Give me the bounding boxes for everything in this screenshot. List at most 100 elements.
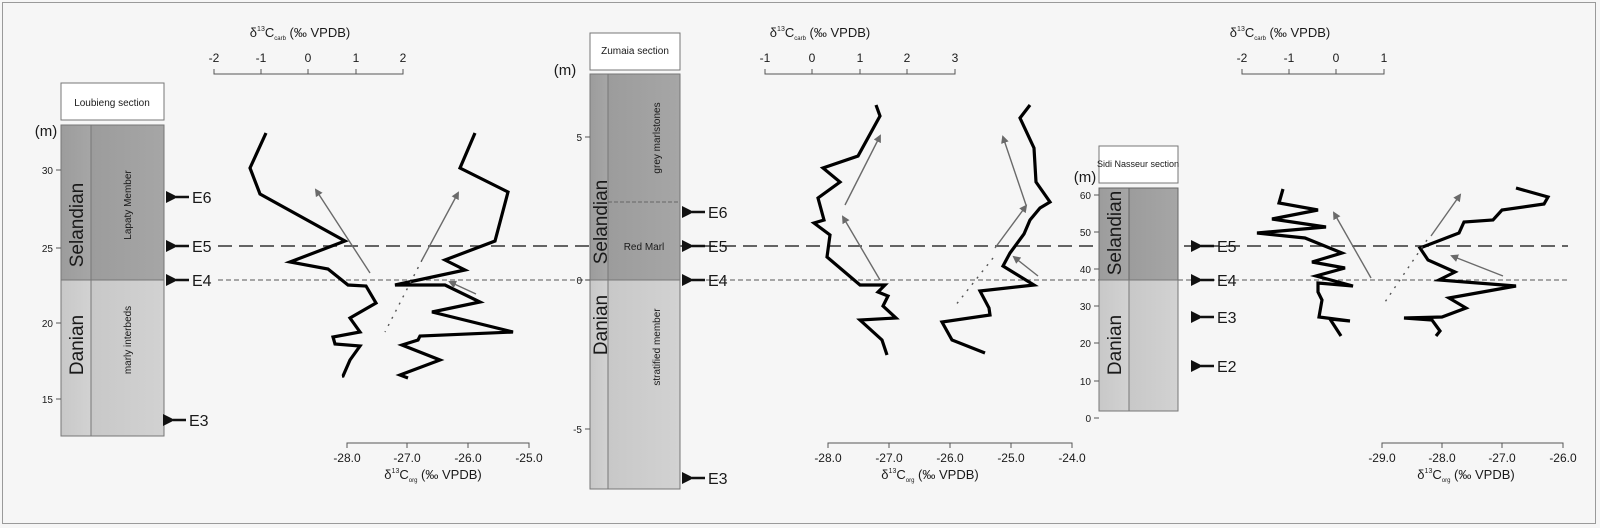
svg-text:-2: -2 [209, 51, 220, 65]
svg-text:3: 3 [952, 51, 959, 65]
svg-text:-25.0: -25.0 [997, 451, 1025, 465]
svg-text:60: 60 [1080, 191, 1092, 202]
svg-text:2: 2 [904, 51, 911, 65]
stage-danian: Danian [67, 315, 88, 375]
loubieng-carb-curve [248, 132, 379, 378]
zumaia-panel: Zumaia section (m) Selandian Danian grey… [554, 25, 1086, 490]
svg-text:E5: E5 [192, 239, 212, 256]
svg-text:-5: -5 [573, 425, 582, 436]
svg-text:1: 1 [857, 51, 864, 65]
svg-text:0: 0 [809, 51, 816, 65]
svg-text:-25.0: -25.0 [515, 451, 543, 465]
trend-arrows [1333, 193, 1504, 303]
event-lines [218, 245, 1568, 281]
member-grey-marlstones: grey marlstones [652, 102, 663, 173]
svg-text:2: 2 [400, 51, 407, 65]
member-stratified: stratified member [652, 308, 663, 386]
section-title: Loubieng section [74, 98, 150, 109]
svg-text:E3: E3 [1217, 310, 1237, 327]
svg-text:E5: E5 [708, 239, 728, 256]
svg-text:-24.0: -24.0 [1058, 451, 1086, 465]
svg-text:-26.0: -26.0 [454, 451, 482, 465]
svg-text:0: 0 [1085, 414, 1091, 425]
svg-text:E3: E3 [708, 471, 728, 488]
stage-selandian: Selandian [67, 183, 88, 268]
svg-text:0: 0 [305, 51, 312, 65]
svg-text:-26.0: -26.0 [1549, 451, 1577, 465]
zumaia-org-curve [939, 104, 1053, 355]
svg-text:0: 0 [1333, 51, 1340, 65]
svg-text:50: 50 [1080, 228, 1092, 239]
svg-text:-28.0: -28.0 [333, 451, 361, 465]
member-red-marl: Red Marl [624, 242, 665, 253]
svg-text:-27.0: -27.0 [1488, 451, 1516, 465]
member-marly: marly interbeds [123, 306, 134, 374]
svg-text:15: 15 [42, 395, 54, 406]
trend-arrows [314, 188, 477, 333]
svg-text:E2: E2 [1217, 359, 1237, 376]
section-title: Sidi Nasseur section [1097, 159, 1179, 169]
svg-text:-1: -1 [256, 51, 267, 65]
org-axis: -28.0 -27.0 -26.0 -25.0 δ13Corg (‰ VPDB) [333, 442, 543, 484]
svg-text:20: 20 [42, 319, 54, 330]
org-axis: -28.0 -27.0 -26.0 -25.0 -24.0 δ13Corg (‰… [814, 442, 1086, 484]
event-markers: E6 E5 E4 E3 [163, 190, 212, 430]
svg-text:0: 0 [576, 276, 582, 287]
svg-text:-29.0: -29.0 [1368, 451, 1396, 465]
zumaia-carb-curve [810, 104, 900, 356]
svg-text:40: 40 [1080, 265, 1092, 276]
svg-text:E4: E4 [192, 273, 212, 290]
svg-text:E5: E5 [1217, 239, 1237, 256]
svg-text:δ13Corg (‰ VPDB): δ13Corg (‰ VPDB) [881, 467, 978, 484]
svg-text:-26.0: -26.0 [936, 451, 964, 465]
svg-text:-28.0: -28.0 [814, 451, 842, 465]
svg-text:δ13Corg (‰ VPDB): δ13Corg (‰ VPDB) [384, 467, 481, 484]
sidi-carb-curve [1256, 188, 1354, 337]
svg-text:20: 20 [1080, 339, 1092, 350]
carb-axis: δ13Ccarb (‰ VPDB) -1 0 1 2 3 [760, 25, 959, 75]
carb-axis: δ13Ccarb (‰ VPDB) -2 -1 0 1 [1230, 25, 1388, 75]
depth-axis: 5 0 -5 [573, 133, 590, 436]
svg-text:30: 30 [1080, 302, 1092, 313]
svg-text:E3: E3 [189, 413, 209, 430]
svg-text:E6: E6 [708, 205, 728, 222]
member-lapaty: Lapaty Member [123, 170, 134, 240]
svg-text:δ13Ccarb (‰ VPDB): δ13Ccarb (‰ VPDB) [1230, 25, 1330, 42]
org-axis: -29.0 -28.0 -27.0 -26.0 δ13Corg (‰ VPDB) [1368, 442, 1577, 484]
sidi-nasseur-panel: Sidi Nasseur section (m) Selandian Dania… [1074, 25, 1577, 484]
svg-text:25: 25 [42, 244, 54, 255]
loubieng-org-curve [394, 132, 514, 380]
stage-selandian: Selandian [591, 180, 612, 265]
svg-text:δ13Ccarb (‰ VPDB): δ13Ccarb (‰ VPDB) [770, 25, 870, 42]
svg-text:1: 1 [1381, 51, 1388, 65]
svg-text:-27.0: -27.0 [393, 451, 421, 465]
svg-text:E6: E6 [192, 190, 212, 207]
depth-axis: 60 50 40 30 20 10 0 [1080, 191, 1099, 425]
stage-selandian: Selandian [1105, 191, 1126, 276]
loubieng-panel: Loubieng section (m) Selandian Danian La… [35, 25, 543, 484]
svg-text:δ13Ccarb (‰ VPDB): δ13Ccarb (‰ VPDB) [250, 25, 350, 42]
svg-text:-2: -2 [1237, 51, 1248, 65]
stage-danian: Danian [591, 295, 612, 355]
sidi-org-curve [1403, 186, 1551, 337]
svg-text:-1: -1 [760, 51, 771, 65]
event-markers: E6 E5 E4 E3 [682, 205, 728, 488]
svg-text:-28.0: -28.0 [1428, 451, 1456, 465]
svg-text:-1: -1 [1284, 51, 1295, 65]
svg-text:δ13Corg (‰ VPDB): δ13Corg (‰ VPDB) [1417, 467, 1514, 484]
svg-text:E4: E4 [1217, 273, 1237, 290]
event-markers: E5 E4 E3 E2 [1191, 239, 1237, 376]
svg-text:E4: E4 [708, 273, 728, 290]
svg-text:1: 1 [353, 51, 360, 65]
section-title: Zumaia section [601, 46, 669, 57]
svg-text:(m): (m) [554, 62, 577, 79]
depth-axis: 30 25 20 15 [42, 166, 61, 406]
trend-arrows [841, 134, 1039, 307]
svg-text:10: 10 [1080, 377, 1092, 388]
svg-text:-27.0: -27.0 [875, 451, 903, 465]
carb-axis: δ13Ccarb (‰ VPDB) -2 -1 0 1 2 [209, 25, 407, 75]
svg-text:(m): (m) [1074, 169, 1097, 186]
svg-text:5: 5 [576, 133, 582, 144]
